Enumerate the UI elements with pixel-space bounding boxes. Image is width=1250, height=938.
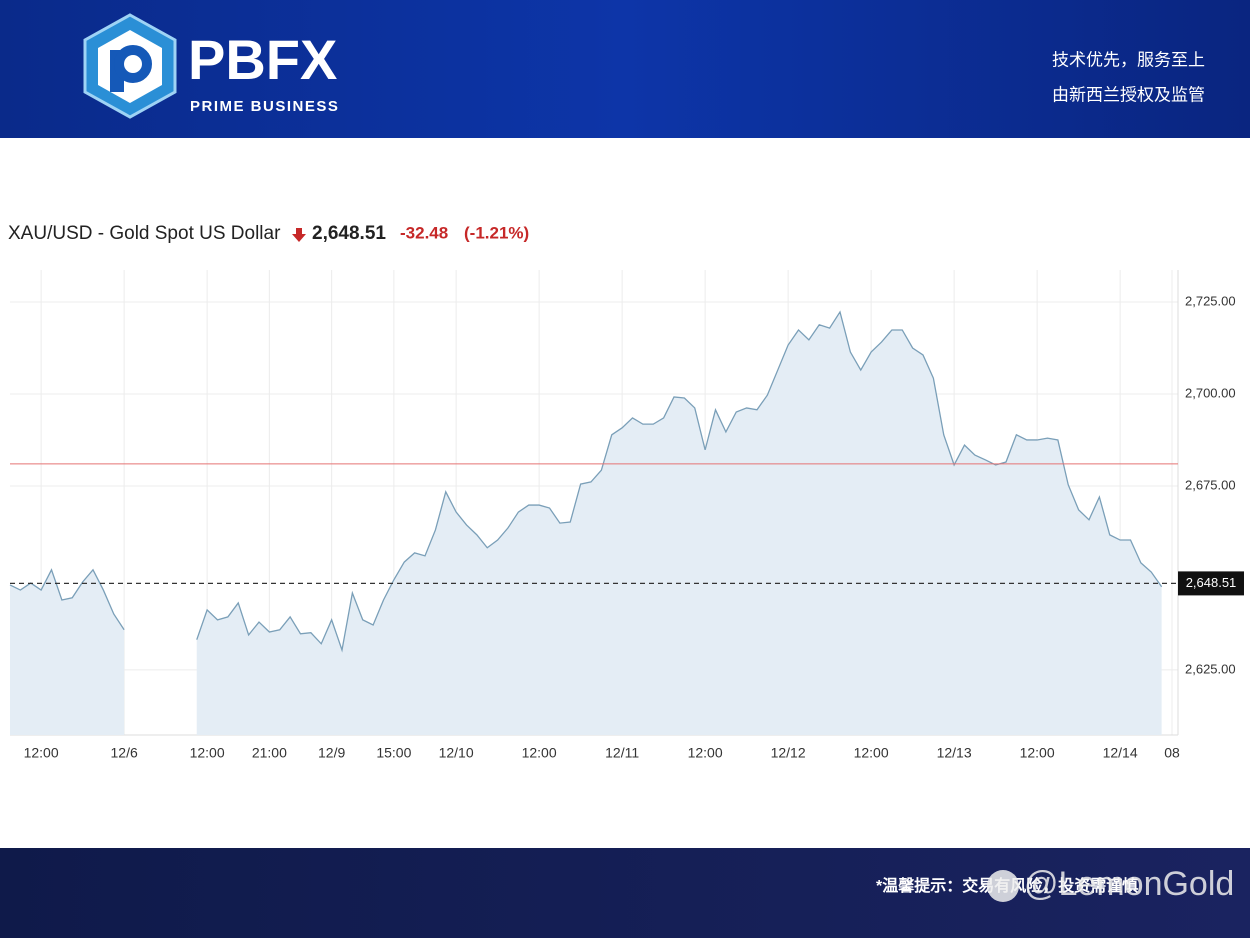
y-tick-label: 2,725.00 [1185,293,1236,308]
x-tick-label: 12/9 [318,745,345,761]
x-tick-label: 08 [1164,745,1180,761]
x-tick-label: 12/11 [605,745,639,761]
x-tick-label: 12/12 [771,745,806,761]
x-tick-label: 21:00 [252,745,287,761]
slogan: 技术优先，服务至上 [1052,50,1205,69]
x-tick-label: 12/6 [111,745,138,761]
x-tick-label: 12:00 [522,745,557,761]
y-tick-label: 2,700.00 [1185,385,1236,400]
x-tick-label: 12:00 [1020,745,1055,761]
price-tag-label: 2,648.51 [1186,575,1237,590]
price-tag [1178,571,1244,596]
footer-band [0,848,1250,938]
slogan: 由新西兰授权及监管 [1052,85,1205,104]
area [196,311,1162,735]
plot: 12:00 12/6 12:00 21:00 12/9 15:00 12/10 12:00 12… [9,270,1244,761]
x-tick-label: 12/10 [439,745,474,761]
x-tick-label: 12:00 [190,745,225,761]
down-arrow [292,228,306,242]
logo-icon [83,13,177,119]
x-tick-label: 12:00 [854,745,889,761]
chart-title: XAU/USD - Gold Spot US Dollar [8,223,281,244]
x-tick-label: 12:00 [688,745,723,761]
x-tick-label: 12/13 [937,745,972,761]
x-tick-label: 12:00 [24,745,59,761]
watermark-icon [987,870,1019,902]
header-band [0,0,1250,138]
y-tick-label: 2,625.00 [1185,661,1236,676]
watermark: @LemonGold [1024,865,1234,903]
price: 2,648.51 [312,223,386,244]
x-tick-label: 15:00 [376,745,411,761]
change: -32.48 [400,223,448,242]
x-tick-label: 12/14 [1103,745,1138,761]
y-tick-label: 2,675.00 [1185,477,1236,492]
logo-subtitle: PRIME BUSINESS [190,98,339,115]
logo-text: PBFX [188,28,337,91]
change-pct: (-1.21%) [464,223,529,242]
area [10,569,125,735]
